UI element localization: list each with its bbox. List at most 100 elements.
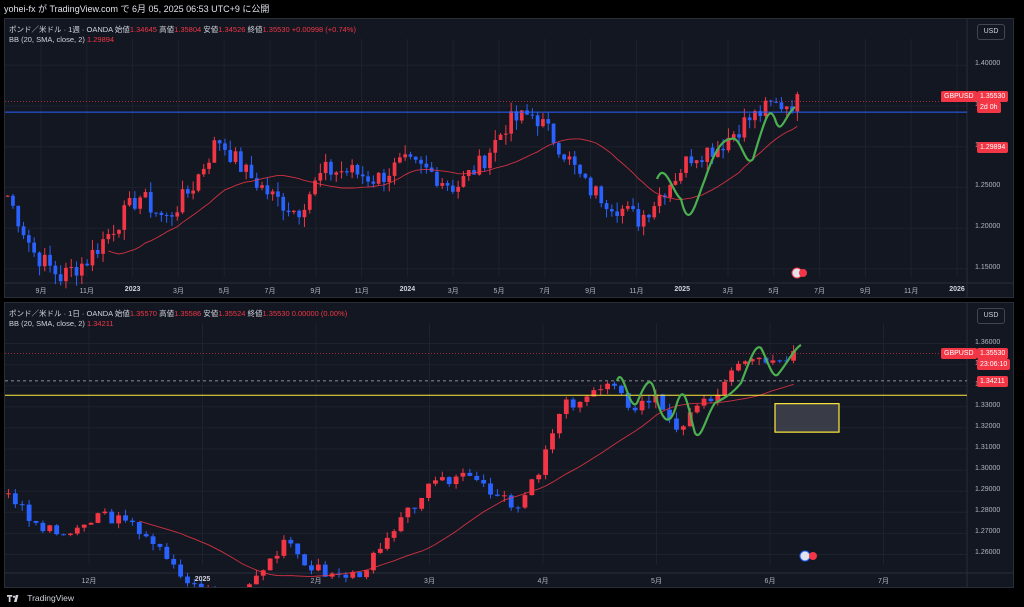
candle-body bbox=[413, 156, 418, 160]
daily-high-label: 高値 bbox=[159, 309, 175, 318]
candle-body bbox=[747, 117, 752, 121]
candle-body bbox=[398, 517, 404, 532]
candle-body bbox=[95, 249, 100, 254]
candle-body bbox=[701, 398, 707, 406]
daily-low-label: 安値 bbox=[203, 309, 219, 318]
candle-body bbox=[784, 106, 789, 110]
candle-body bbox=[159, 212, 164, 216]
daily-currency-button[interactable]: USD bbox=[977, 308, 1005, 324]
candle-body bbox=[355, 164, 360, 175]
candle-body bbox=[238, 151, 243, 172]
time-tick-label: 11月 bbox=[354, 288, 369, 295]
candle-body bbox=[570, 399, 576, 408]
candle-body bbox=[467, 472, 473, 476]
time-tick-label: 2025 bbox=[674, 286, 690, 293]
candle-body bbox=[412, 507, 418, 509]
daily-price-tag: 1.35530 bbox=[977, 348, 1009, 360]
candle-body bbox=[715, 394, 721, 402]
candle-body bbox=[625, 393, 631, 408]
candle-body bbox=[309, 565, 314, 571]
candle-body bbox=[11, 195, 15, 206]
daily-chart-canvas[interactable] bbox=[5, 303, 1014, 588]
weekly-countdown-tag: 2d 0h bbox=[977, 101, 1001, 113]
candle-body bbox=[198, 583, 204, 587]
candle-body bbox=[26, 504, 32, 521]
candle-body bbox=[102, 511, 108, 514]
candle-body bbox=[604, 203, 609, 210]
candle-body bbox=[217, 140, 222, 144]
daily-indicator-legend[interactable]: BB (20, SMA, close, 2) 1.34211 bbox=[9, 319, 114, 328]
candle-body bbox=[143, 534, 149, 537]
candle-body bbox=[109, 511, 115, 524]
candle-body bbox=[535, 115, 540, 127]
price-tick-label: 1.15000 bbox=[975, 263, 1001, 271]
weekly-high-value: 1.35804 bbox=[174, 25, 202, 34]
candle-body bbox=[731, 134, 736, 138]
candle-body bbox=[360, 174, 365, 177]
candle-body bbox=[164, 546, 170, 559]
candle-body bbox=[276, 191, 280, 197]
candle-body bbox=[591, 390, 597, 397]
candle-body bbox=[382, 172, 386, 182]
candle-body bbox=[620, 208, 625, 216]
candle-body bbox=[646, 400, 652, 403]
candle-body bbox=[674, 418, 679, 430]
time-tick-label: 3月 bbox=[172, 288, 184, 295]
daily-ohlc-legend: ポンド／米ドル · 1日 · OANDA 始値1.35570 高値1.35586… bbox=[9, 308, 347, 319]
candle-body bbox=[21, 226, 26, 236]
candle-body bbox=[689, 156, 694, 164]
candle-body bbox=[647, 214, 651, 218]
candle-body bbox=[212, 140, 217, 163]
candle-body bbox=[136, 522, 142, 535]
candle-body bbox=[594, 186, 598, 196]
candle-body bbox=[424, 163, 429, 168]
candle-body bbox=[384, 537, 390, 549]
candle-body bbox=[530, 114, 535, 116]
weekly-indicator-legend[interactable]: BB (20, SMA, close, 2) 1.29894 bbox=[9, 35, 114, 44]
candle-body bbox=[477, 155, 482, 175]
price-tick-label: 1.20000 bbox=[975, 223, 1001, 231]
candle-body bbox=[79, 263, 84, 276]
candle-body bbox=[550, 433, 555, 450]
candle-body bbox=[577, 401, 583, 408]
candle-body bbox=[508, 495, 514, 508]
candle-body bbox=[408, 154, 413, 157]
candle-body bbox=[138, 197, 143, 209]
time-tick-label: 3月 bbox=[424, 578, 435, 585]
weekly-chart-panel[interactable]: ポンド／米ドル · 1週 · OANDA 始値1.34645 高値1.35804… bbox=[4, 18, 1014, 298]
candle-body bbox=[171, 558, 177, 565]
candle-body bbox=[777, 360, 783, 362]
candle-body bbox=[599, 186, 604, 204]
candle-body bbox=[32, 242, 37, 253]
weekly-price-tag: 1.35530 bbox=[977, 90, 1009, 102]
candle-body bbox=[391, 531, 397, 538]
weekly-indicator-value: 1.29894 bbox=[86, 35, 115, 44]
candle-body bbox=[737, 134, 741, 138]
daily-open-value: 1.35570 bbox=[129, 309, 157, 318]
weekly-low-label: 安値 bbox=[203, 25, 219, 34]
candle-body bbox=[583, 173, 588, 178]
candle-body bbox=[588, 177, 593, 196]
candle-body bbox=[768, 100, 773, 102]
candle-body bbox=[435, 171, 439, 186]
candle-body bbox=[641, 214, 646, 227]
daily-chart-panel[interactable]: ポンド／米ドル · 1日 · OANDA 始値1.35570 高値1.35586… bbox=[4, 302, 1014, 588]
daily-indicator-label: BB (20, SMA, close, 2) bbox=[9, 319, 85, 328]
weekly-chart-canvas[interactable] bbox=[5, 19, 1014, 298]
candle-body bbox=[519, 110, 524, 121]
candle-body bbox=[403, 154, 408, 158]
candle-body bbox=[774, 101, 779, 103]
candle-body bbox=[405, 507, 411, 518]
candle-body bbox=[178, 564, 184, 577]
candle-body bbox=[488, 152, 492, 169]
time-tick-label: 11月 bbox=[79, 288, 94, 295]
weekly-currency-button[interactable]: USD bbox=[977, 24, 1005, 40]
candle-body bbox=[265, 185, 270, 195]
candle-body bbox=[673, 180, 678, 185]
candle-body bbox=[47, 525, 53, 532]
weekly-open-value: 1.34645 bbox=[129, 25, 157, 34]
candle-body bbox=[339, 171, 344, 173]
candle-body bbox=[81, 524, 87, 528]
candle-body bbox=[453, 476, 459, 485]
candle-body bbox=[5, 195, 10, 197]
